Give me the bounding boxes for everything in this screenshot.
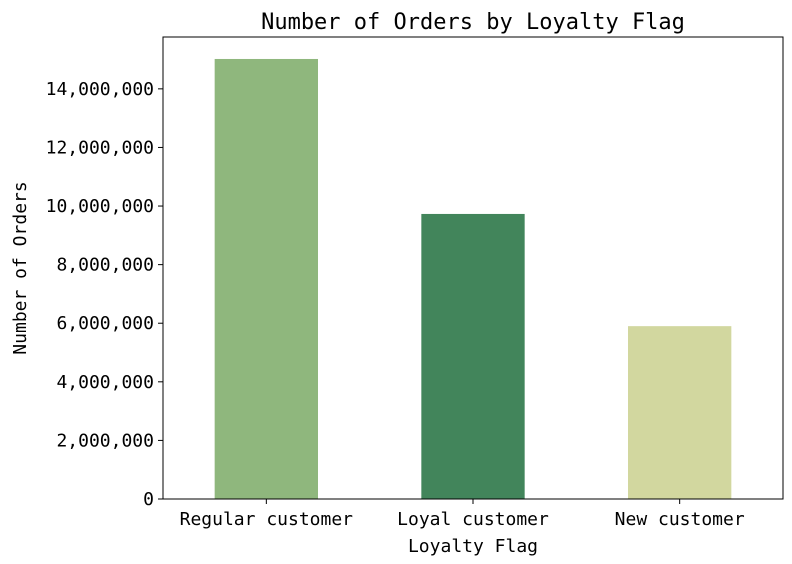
x-tick-label: New customer [615, 509, 745, 530]
plot-frame [162, 36, 784, 500]
bars-group [214, 58, 732, 499]
bar-regular-customer [214, 58, 318, 499]
y-tick-label: 4,000,000 [56, 372, 154, 393]
y-tick-label: 2,000,000 [56, 430, 154, 451]
x-axis-label: Loyalty Flag [408, 536, 538, 557]
chart-title: Number of Orders by Loyalty Flag [261, 10, 685, 35]
y-tick-label: 0 [143, 489, 154, 510]
y-axis-label: Number of Orders [10, 181, 31, 354]
y-tick-label: 12,000,000 [46, 137, 154, 158]
bar-new-customer [628, 326, 732, 499]
x-tick-label: Regular customer [180, 509, 354, 530]
x-axis: Regular customer Loyal customer New custom… [180, 499, 745, 530]
x-tick-label: Loyal customer [397, 509, 549, 530]
y-axis: 0 2,000,000 4,000,000 6,000,000 8,000,000 10,… [46, 79, 163, 510]
y-tick-label: 14,000,000 [46, 79, 154, 100]
y-tick-label: 6,000,000 [56, 313, 154, 334]
bar-loyal-customer [421, 213, 525, 499]
y-tick-label: 10,000,000 [46, 196, 154, 217]
y-tick-label: 8,000,000 [56, 255, 154, 276]
